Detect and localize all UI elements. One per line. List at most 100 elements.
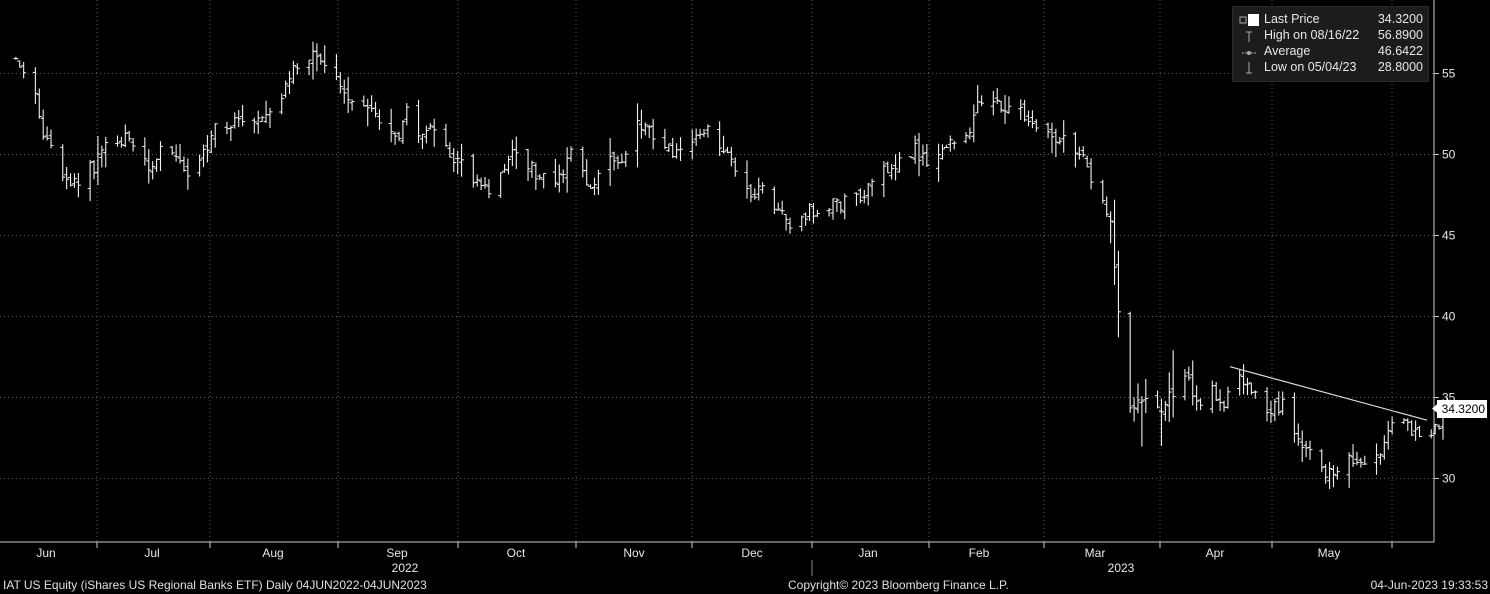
x-tick-label: Nov (623, 546, 644, 560)
ohlc-bar (443, 123, 449, 147)
ohlc-bar (717, 121, 723, 157)
ohlc-bar (744, 160, 750, 199)
ohlc-bar (388, 108, 394, 143)
ohlc-bar (674, 143, 680, 159)
ohlc-bar (396, 131, 402, 142)
ohlc-bar (1155, 390, 1161, 409)
ohlc-bar (267, 107, 273, 129)
ohlc-bar (201, 144, 206, 168)
ohlc-bar (971, 104, 977, 143)
ohlc-bar (333, 53, 339, 81)
ohlc-bar (756, 177, 762, 201)
ohlc-bar (236, 110, 242, 128)
x-tick-label: May (1318, 546, 1341, 560)
ohlc-bar (1428, 429, 1434, 439)
ohlc-bar (32, 67, 38, 104)
ohlc-bar (349, 99, 355, 111)
x-tick-label: Oct (507, 546, 526, 560)
ohlc-bar (1170, 350, 1176, 418)
ohlc-bar (314, 43, 320, 72)
ohlc-bar (185, 158, 191, 190)
x-tick-label: Jul (144, 546, 159, 560)
low-marker-icon (1246, 62, 1252, 74)
ohlc-bar (95, 136, 101, 186)
ohlc-bar (1190, 360, 1196, 406)
ohlc-bar (173, 144, 179, 162)
ohlc-bar (807, 203, 813, 221)
y-tick-label: 30 (1442, 472, 1456, 486)
ohlc-bar (857, 188, 863, 204)
ohlc-bar (783, 213, 789, 231)
average-line-icon (1242, 51, 1256, 55)
ohlc-bar (1029, 110, 1035, 129)
ohlc-bar (341, 79, 347, 104)
ohlc-bar (1401, 418, 1407, 424)
year-label: 2023 (1108, 561, 1135, 575)
ohlc-bar (916, 133, 922, 177)
ohlc-bar (1022, 99, 1028, 122)
ohlc-bar (842, 193, 848, 220)
legend-row-last-price: Last Price 34.3200 (1233, 12, 1428, 28)
ohlc-bar (529, 160, 535, 178)
ohlc-bar (568, 146, 574, 162)
ohlc-bar (533, 162, 539, 190)
ohlc-bar (1280, 391, 1286, 416)
ohlc-bar (947, 135, 953, 152)
ohlc-bar (1080, 146, 1086, 158)
ohlc-bar (502, 163, 508, 173)
ohlc-bar (232, 112, 238, 129)
ohlc-bar (537, 174, 543, 181)
ohlc-bar (1319, 449, 1325, 473)
ohlc-bar (1057, 137, 1063, 145)
ohlc-bar (1307, 440, 1313, 460)
trendline-layer (1229, 366, 1428, 421)
ohlc-bar (1334, 466, 1340, 480)
legend-value: 46.6422 (1377, 44, 1423, 58)
ohlc-bar (1377, 453, 1383, 465)
y-tick-label: 40 (1442, 310, 1456, 324)
ohlc-bar (678, 137, 684, 162)
ohlc-bar (345, 76, 351, 113)
ohlc-bar (1158, 398, 1164, 446)
ohlc-bar (853, 192, 859, 206)
ohlc-bar (1374, 443, 1379, 475)
ohlc-bar (318, 53, 324, 65)
legend-row-high: High on 08/16/22 56.8900 (1233, 28, 1428, 44)
ohlc-bar (1252, 390, 1258, 399)
ohlc-bar (142, 137, 148, 166)
ohlc-bar (979, 95, 985, 107)
trendline (1229, 366, 1428, 421)
ohlc-bar (255, 110, 261, 134)
ohlc-bar (75, 172, 81, 198)
ohlc-bar (775, 202, 781, 211)
ohlc-bar (893, 154, 899, 181)
ohlc-bar (451, 148, 457, 172)
ohlc-bar (322, 45, 328, 73)
ohlc-bar (912, 135, 918, 164)
ohlc-bar (181, 156, 187, 172)
ohlc-bar (122, 124, 128, 148)
footer-copyright: Copyright© 2023 Bloomberg Finance L.P. (788, 578, 1009, 592)
ohlc-bar (1002, 95, 1008, 124)
ohlc-bar (509, 139, 515, 167)
ohlc-bar (689, 129, 695, 160)
chart-legend: Last Price 34.3200 High on 08/16/22 56.8… (1232, 6, 1429, 82)
year-label: 2022 (392, 561, 419, 575)
ohlc-bar (1084, 155, 1090, 168)
ohlc-bar (908, 156, 914, 159)
ohlc-bar (1186, 366, 1192, 381)
ohlc-bar (154, 158, 160, 172)
ohlc-bar (1127, 311, 1133, 413)
ohlc-bar (799, 215, 805, 232)
ohlc-bar (1033, 119, 1039, 132)
ohlc-bar (865, 182, 871, 206)
ohlc-bar (838, 201, 844, 214)
ohlc-bar (670, 137, 676, 159)
y-tick-label: 55 (1442, 67, 1456, 81)
ohlc-bar (1295, 423, 1301, 446)
ohlc-bar (130, 137, 136, 152)
ohlc-bar (646, 124, 652, 139)
ohlc-bar (1272, 398, 1278, 422)
ohlc-bar (1409, 420, 1415, 437)
